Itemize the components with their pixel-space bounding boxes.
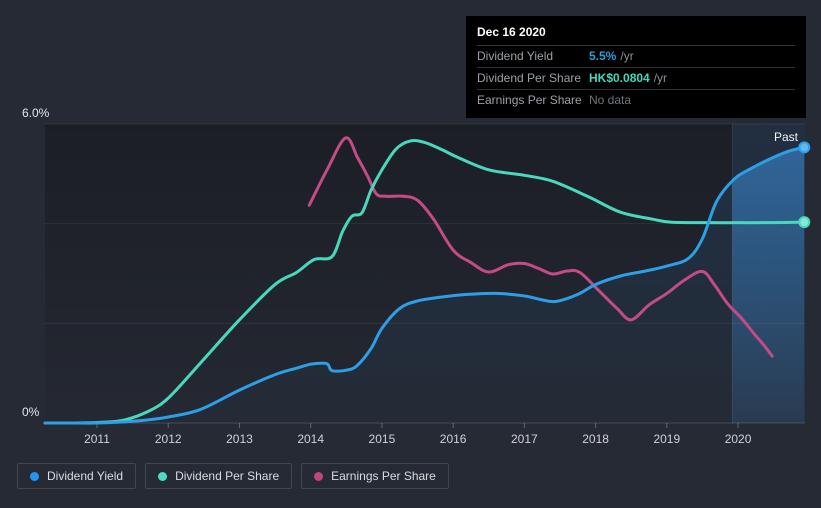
legend-label: Earnings Per Share [331,469,436,483]
tooltip-label: Earnings Per Share [477,93,582,107]
x-axis-label-2017: 2017 [511,432,538,446]
x-axis-label-2011: 2011 [84,432,110,446]
tooltip-unit: /yr [653,71,668,85]
y-axis-label: 6.0% [22,106,50,120]
earnings-per-share-color-dot [314,471,324,481]
legend-label: Dividend Yield [47,469,124,483]
series-line-dividend-yield[interactable] [43,145,806,425]
x-axis-label-2020: 2020 [725,432,752,446]
x-axis-label-2014: 2014 [297,432,324,446]
past-label: Past [774,130,799,144]
dividend-per-share-color-dot [158,471,168,481]
legend-item-dividend-per-share[interactable]: Dividend Per Share [145,463,293,489]
legend-label: Dividend Per Share [175,469,280,483]
series-line-earnings-per-share[interactable] [307,136,774,358]
dividend-yield-area [45,147,805,424]
x-axis-label-2013: 2013 [226,432,253,446]
tooltip-value: 5.5% [589,49,617,63]
tooltip-row-dividend-per-share: Dividend Per Share HK$0.0804 /yr [477,67,795,89]
x-axis-label-2019: 2019 [653,432,680,446]
series-line-dividend-per-share[interactable] [43,139,806,425]
x-axis-label-2015: 2015 [369,432,396,446]
tooltip-value: No data [589,93,632,107]
chart-legend: Dividend Yield Dividend Per Share Earnin… [17,463,449,489]
tooltip-value: HK$0.0804 [589,71,650,85]
x-axis-label-2016: 2016 [440,432,467,446]
series-end-marker-dividend-yield[interactable] [798,141,811,154]
legend-item-dividend-yield[interactable]: Dividend Yield [17,463,137,489]
tooltip-row-earnings-per-share: Earnings Per Share No data [477,89,795,111]
x-axis-label-2012: 2012 [155,432,182,446]
x-axis-label-2018: 2018 [582,432,609,446]
y-axis-label: 0% [22,405,40,419]
tooltip-date: Dec 16 2020 [477,25,546,39]
legend-item-earnings-per-share[interactable]: Earnings Per Share [301,463,449,489]
tooltip-row-dividend-yield: Dividend Yield 5.5% /yr [477,45,795,67]
tooltip-unit: /yr [620,49,634,63]
dividend-yield-color-dot [30,471,39,481]
tooltip-label: Dividend Per Share [477,71,582,85]
past-band-area [732,147,805,423]
series-end-marker-dividend-per-share[interactable] [798,216,811,229]
chart-tooltip: Dec 16 2020 Dividend Yield 5.5% /yr Divi… [466,16,806,118]
tooltip-label: Dividend Yield [477,49,554,63]
